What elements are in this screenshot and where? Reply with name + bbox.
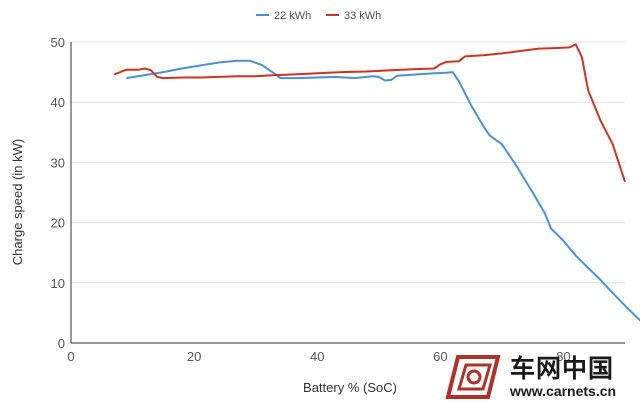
tick-labels: 0 10 20 30 40 50 0 20 40 60 80 xyxy=(51,35,571,364)
watermark-title: 车网中国 xyxy=(510,354,615,383)
x-tick-label: 60 xyxy=(433,349,447,364)
carnets-logo-icon xyxy=(445,355,501,399)
y-tick-label: 40 xyxy=(51,95,65,110)
x-tick-label: 40 xyxy=(310,349,324,364)
x-tick-label: 20 xyxy=(187,349,201,364)
gridlines xyxy=(71,41,625,284)
y-tick-label: 50 xyxy=(51,35,65,50)
legend-label: 22 kWh xyxy=(274,10,311,22)
x-axis-title: Battery % (SoC) xyxy=(303,380,397,395)
watermark-url: www.carnets.cn xyxy=(510,383,617,399)
y-tick-label: 30 xyxy=(51,155,65,170)
legend-label: 33 kWh xyxy=(344,10,381,22)
x-tick-label: 0 xyxy=(67,349,74,364)
watermark: 车网中国 www.carnets.cn xyxy=(444,349,640,405)
legend: 22 kWh 33 kWh xyxy=(256,10,381,22)
series-line-0 xyxy=(126,59,640,322)
y-tick-label: 20 xyxy=(51,216,65,231)
axes xyxy=(70,42,625,344)
y-axis-title: Charge speed (in kW) xyxy=(10,139,25,265)
series-line-1 xyxy=(113,43,626,183)
y-tick-label: 0 xyxy=(58,336,65,351)
x-tick-label: 80 xyxy=(556,349,570,364)
y-tick-label: 10 xyxy=(51,276,65,291)
series-lines xyxy=(113,43,640,322)
